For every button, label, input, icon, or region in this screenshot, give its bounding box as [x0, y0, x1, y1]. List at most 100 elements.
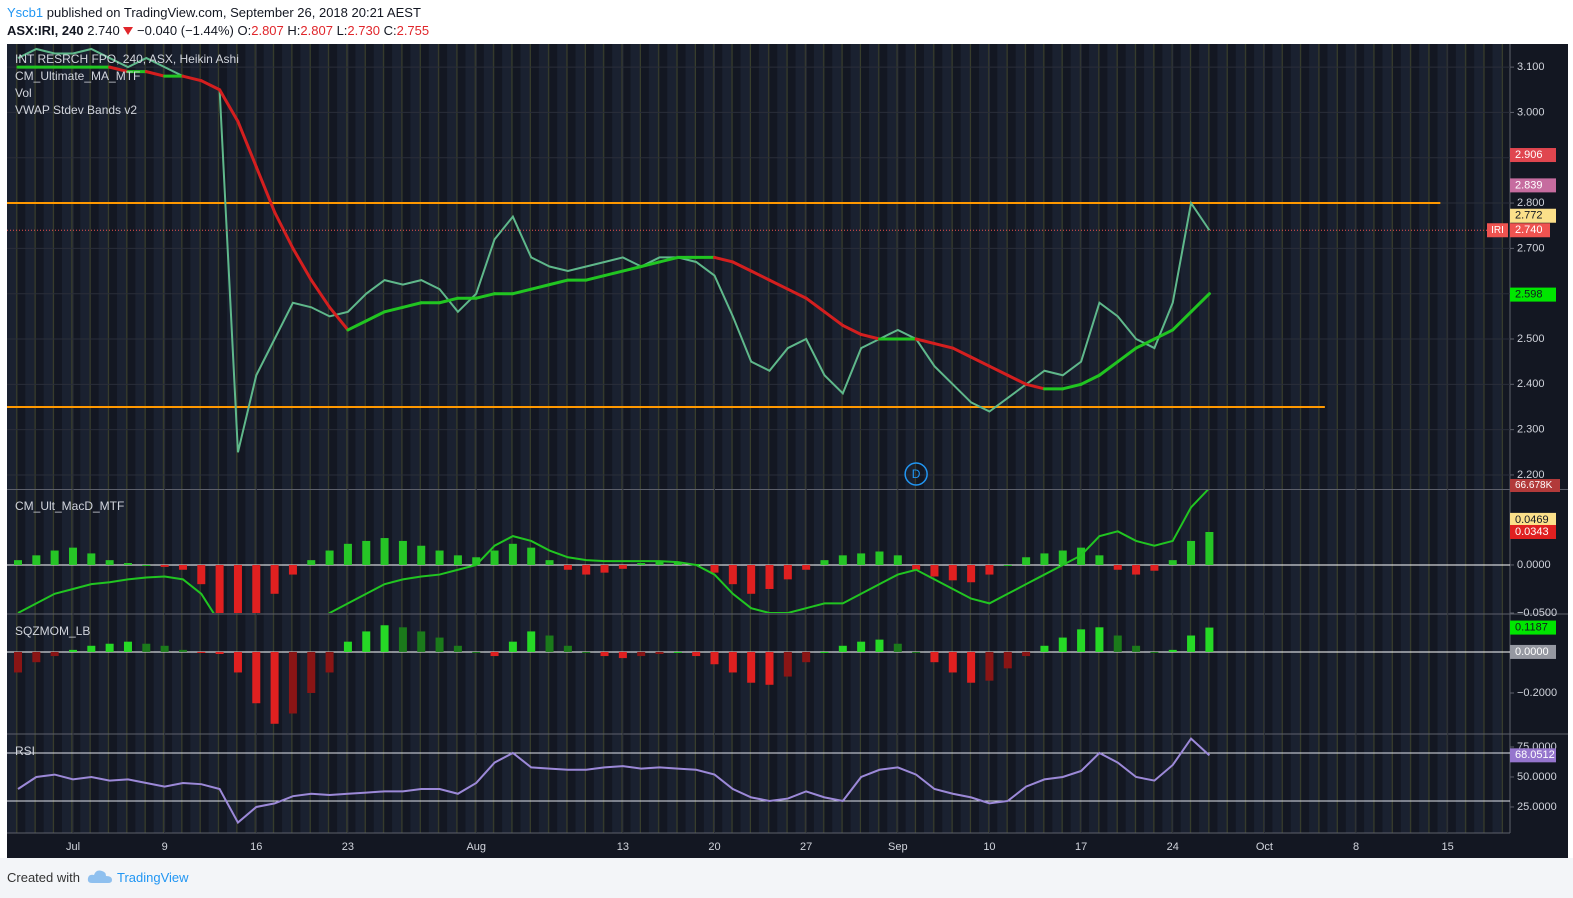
histogram-bar	[765, 564, 774, 589]
histogram-bar	[252, 564, 261, 613]
series-line	[17, 490, 1209, 613]
y-tick-label: 0.0000	[1517, 559, 1551, 571]
histogram-bar	[747, 651, 756, 683]
ma-segment	[584, 274, 607, 282]
x-tick-label: 10	[983, 841, 995, 853]
ma-segment	[383, 305, 405, 314]
histogram-bar	[435, 637, 444, 652]
histogram-bar	[637, 563, 646, 565]
histogram-bar	[1132, 564, 1141, 575]
ma-segment	[218, 88, 240, 123]
h-label: H:	[287, 23, 301, 38]
x-tick-label: Oct	[1256, 841, 1273, 853]
y-tick-label: 2.300	[1517, 424, 1545, 436]
price-label-box	[1510, 208, 1556, 223]
histogram-bar	[50, 550, 59, 565]
histogram-bar	[1132, 645, 1141, 652]
histogram-bar	[105, 560, 114, 565]
histogram-bar	[875, 639, 884, 652]
x-tick-label: 27	[800, 841, 812, 853]
ma-segment	[438, 296, 460, 305]
ma-segment	[364, 310, 387, 323]
y-tick-label: 2.700	[1517, 242, 1545, 254]
histogram-bar	[1095, 555, 1104, 565]
histogram-bar	[1058, 637, 1067, 652]
histogram-bar	[105, 643, 114, 652]
ma-segment	[1024, 382, 1046, 391]
histogram-bar	[197, 564, 206, 585]
histogram-bar	[893, 643, 902, 652]
histogram-bar	[417, 631, 426, 652]
histogram-bar	[747, 564, 756, 594]
histogram-bar	[508, 543, 517, 565]
legend-entry: VWAP Stdev Bands v2	[15, 103, 137, 117]
histogram-bar	[1150, 564, 1159, 571]
last: 2.740	[87, 23, 120, 38]
histogram-bar	[1150, 651, 1159, 653]
ma-segment	[346, 319, 368, 332]
histogram-bar	[288, 564, 297, 575]
published: published on TradingView.com, September …	[46, 5, 421, 20]
footer: Created with TradingView	[0, 858, 1573, 898]
histogram-bar	[453, 555, 462, 565]
histogram-bar	[728, 651, 737, 673]
ma-segment	[511, 287, 533, 296]
histogram-bar	[325, 651, 334, 673]
histogram-bar	[985, 651, 994, 681]
y-tick-label: 3.100	[1517, 61, 1545, 73]
histogram-bar	[600, 651, 609, 657]
x-tick-label: 23	[342, 841, 354, 853]
ma-segment	[1152, 328, 1175, 341]
histogram-bar	[362, 540, 371, 565]
histogram-bar	[1113, 635, 1122, 652]
histogram-bar	[380, 538, 389, 565]
ma-segment	[108, 65, 130, 74]
histogram-bar	[123, 641, 132, 652]
histogram-bar	[252, 651, 261, 704]
histogram-bar	[1113, 564, 1122, 570]
h: 2.807	[300, 23, 333, 38]
histogram-bar	[618, 651, 627, 659]
y-tick-label: 2.400	[1517, 378, 1545, 390]
histogram-bar	[215, 651, 224, 654]
histogram-bar	[380, 625, 389, 652]
price-label: 2.598	[1515, 289, 1543, 301]
x-tick-label: Jul	[66, 841, 80, 853]
brand[interactable]: TradingView	[117, 870, 189, 885]
price-label: 2.772	[1515, 210, 1543, 222]
histogram-bar	[1003, 651, 1012, 669]
histogram-bar	[637, 651, 646, 657]
histogram-bar	[160, 645, 169, 652]
histogram-bar	[545, 635, 554, 652]
price-label: 0.0000	[1515, 646, 1549, 658]
histogram-bar	[472, 651, 481, 653]
event-marker	[904, 462, 928, 486]
ma-segment	[309, 278, 332, 309]
x-tick-label: 20	[708, 841, 720, 853]
histogram-bar	[563, 645, 572, 652]
y-tick-label: 2.200	[1517, 469, 1545, 481]
author[interactable]: Yscb1	[7, 5, 44, 20]
x-tick-label: 16	[250, 841, 262, 853]
price-label-box	[1510, 178, 1556, 193]
ma-segment	[621, 265, 643, 273]
ma-segment	[639, 260, 662, 268]
legend-entry: Vol	[15, 86, 32, 100]
x-tick-label: 17	[1075, 841, 1087, 853]
histogram-bar	[710, 651, 719, 665]
histogram-bar	[197, 651, 206, 653]
histogram-bar	[508, 641, 517, 652]
histogram-bar	[1058, 550, 1067, 565]
histogram-bar	[893, 555, 902, 565]
histogram-bar	[655, 561, 664, 565]
ma-segment	[254, 165, 277, 214]
ma-segment	[144, 70, 167, 78]
histogram-bar	[87, 553, 96, 565]
histogram-bar	[343, 543, 352, 565]
volume-label-box	[1510, 479, 1560, 492]
header: Yscb1 published on TradingView.com, Sept…	[7, 4, 429, 40]
histogram-bar	[820, 560, 829, 565]
histogram-bar	[435, 550, 444, 565]
histogram-bar	[582, 564, 591, 575]
pane	[7, 47, 1510, 476]
